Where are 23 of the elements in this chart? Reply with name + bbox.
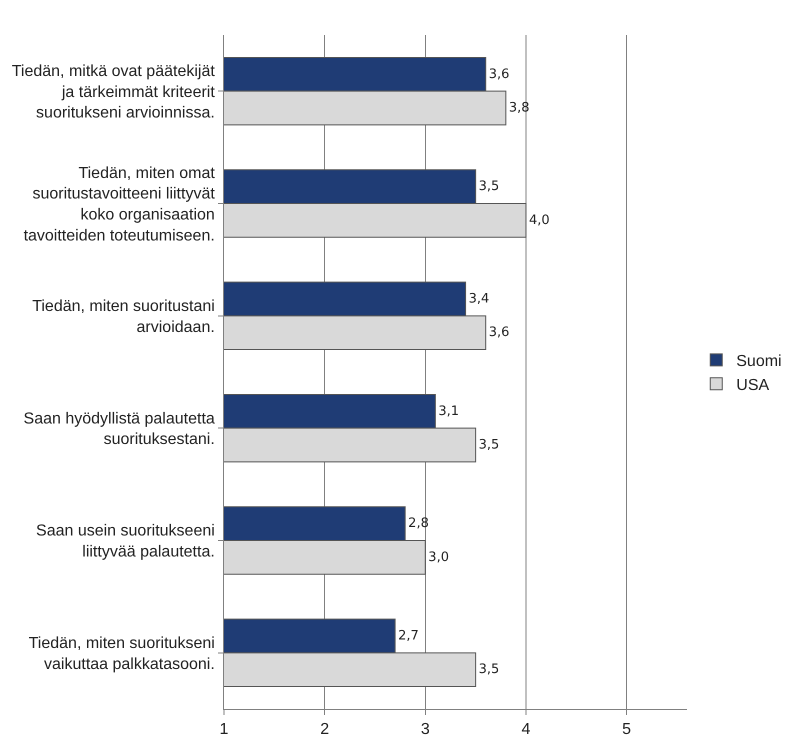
y-tick-label: Tiedän, miten suoritukseni vaikuttaa palkkatasooni. [28, 635, 215, 673]
x-tick-label: 4 [522, 721, 531, 738]
x-tick-label: 2 [320, 721, 330, 738]
data-label: 3,6 [488, 325, 510, 340]
y-tick-label: Tiedän, miten suoritustani arvioidaan. [32, 298, 215, 336]
x-tick-label: 5 [622, 721, 632, 738]
y-tick-label: Saan hyödyllistä palautetta suorituksestani. [24, 410, 215, 448]
data-label: 4,0 [528, 212, 550, 228]
x-tick-label: 3 [420, 721, 430, 738]
data-label: 3,0 [428, 550, 449, 565]
data-label: 3,5 [478, 662, 500, 678]
x-tick-label: 1 [220, 721, 229, 738]
data-label: 3,5 [478, 438, 500, 453]
y-tick-label: Tiedän, miten omat suoritustavoitteeni liittyvät koko organisaation tavoitteiden toteutumiseen. [24, 164, 216, 244]
y-tick-label: Tiedän, mitkä ovat päätekijät ja tärkeimmät kriteerit suoritukseni arvioinnissa. [12, 62, 216, 122]
y-tick-label: Saan usein suoritukseeni liittyvää palautetta. [36, 522, 215, 560]
legend-label: USA [736, 376, 770, 394]
legend-label: Suomi [736, 353, 782, 370]
data-label: 3,6 [488, 66, 510, 82]
data-label: 2,7 [398, 628, 419, 644]
data-label: 3,1 [438, 404, 460, 419]
data-label: 3,5 [478, 179, 500, 194]
data-label: 3,4 [468, 291, 490, 306]
